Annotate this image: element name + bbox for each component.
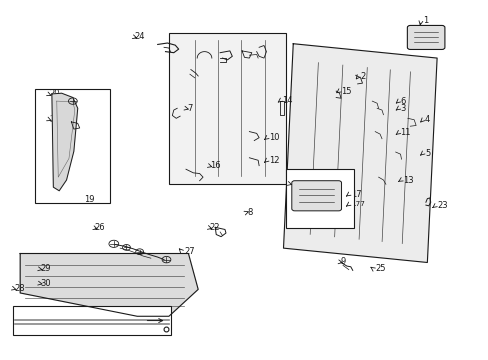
- Text: 6: 6: [400, 96, 405, 105]
- Text: 11: 11: [400, 128, 410, 137]
- Bar: [35, 89, 110, 203]
- Polygon shape: [283, 44, 436, 262]
- Text: 2: 2: [360, 72, 365, 81]
- Text: 9: 9: [339, 257, 345, 266]
- Text: 16: 16: [210, 161, 221, 170]
- Text: 14: 14: [282, 96, 292, 105]
- Text: 8: 8: [246, 208, 252, 217]
- FancyBboxPatch shape: [291, 181, 341, 211]
- Text: 24: 24: [134, 32, 144, 41]
- Text: 1: 1: [422, 16, 427, 25]
- Text: 10: 10: [268, 133, 279, 142]
- Text: 22: 22: [209, 223, 220, 232]
- Bar: [285, 169, 353, 228]
- Text: 20: 20: [49, 89, 60, 98]
- Text: 30: 30: [41, 279, 51, 288]
- Text: 21: 21: [49, 114, 60, 123]
- Text: 26: 26: [94, 223, 105, 232]
- Text: 29: 29: [41, 265, 51, 274]
- Text: 12: 12: [268, 156, 279, 165]
- Text: 13: 13: [402, 176, 413, 185]
- Text: 25: 25: [374, 265, 385, 274]
- Bar: [168, 33, 285, 184]
- Text: 15: 15: [340, 86, 351, 95]
- Text: 3: 3: [400, 104, 405, 113]
- Text: 18: 18: [290, 179, 300, 188]
- Text: 4: 4: [424, 115, 429, 124]
- Text: 19: 19: [84, 195, 95, 204]
- Text: 177: 177: [350, 201, 364, 207]
- Text: 5: 5: [424, 149, 429, 158]
- Text: 17: 17: [350, 190, 361, 199]
- Text: 23: 23: [436, 201, 447, 210]
- Polygon shape: [20, 253, 198, 316]
- Text: 7: 7: [186, 104, 192, 113]
- Bar: [13, 306, 171, 335]
- Text: 27: 27: [183, 247, 194, 256]
- Polygon shape: [52, 93, 78, 191]
- Text: 28: 28: [14, 284, 25, 293]
- FancyBboxPatch shape: [407, 26, 444, 49]
